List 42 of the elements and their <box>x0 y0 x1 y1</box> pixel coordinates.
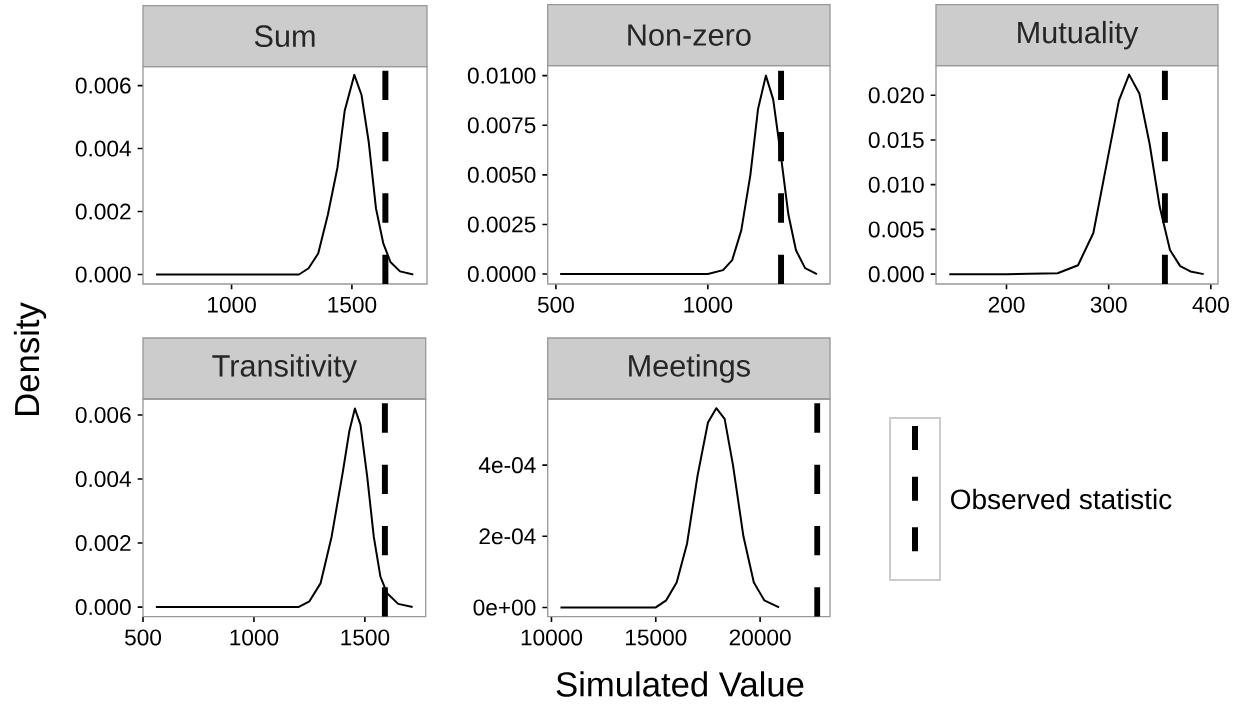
x-tick-label: 1500 <box>328 296 377 313</box>
y-tick-label: 0.000 <box>868 266 924 283</box>
x-tick-label: 10000 <box>521 629 583 646</box>
x-tick-label: 400 <box>1192 296 1229 313</box>
x-tick-label: 500 <box>124 629 162 646</box>
y-tick-label: 0.000 <box>75 599 131 616</box>
x-tick-label: 1000 <box>684 296 733 313</box>
y-tick-label: 0.020 <box>868 87 924 104</box>
x-tick-label: 500 <box>537 296 574 313</box>
chart-title: Mutuality <box>1018 20 1139 50</box>
x-tick-label: 1000 <box>208 296 256 313</box>
x-tick-label: 20000 <box>729 629 791 646</box>
y-tick-label: 0.000 <box>75 266 131 283</box>
y-tick-label: 0.0075 <box>467 117 536 134</box>
chart-title: Meetings <box>629 354 750 383</box>
y-tick-label: 0.0000 <box>467 266 536 283</box>
ref-line-label: Observed statistic <box>951 488 1172 510</box>
y-tick-label: 0.006 <box>75 77 131 94</box>
y-tick-label: 0.010 <box>868 176 924 193</box>
y-tick-label: 0.0050 <box>467 166 536 183</box>
x-tick-label: 200 <box>988 296 1025 313</box>
y-tick-label: 0.0025 <box>467 216 536 233</box>
y-tick-label: 0.004 <box>75 471 131 488</box>
x-tick-label: 1000 <box>230 629 279 646</box>
x-tick-label: 300 <box>1090 296 1127 313</box>
y-tick-label: 0.002 <box>75 535 131 552</box>
x-tick-label: 15000 <box>626 629 687 646</box>
y-tick-label: 4e-04 <box>478 457 536 474</box>
y-tick-label: 0.006 <box>75 406 131 424</box>
y-tick-label: 0.005 <box>868 221 924 238</box>
chart-title: Transitivity <box>212 354 357 383</box>
y-tick-label: 2e-04 <box>479 528 536 545</box>
chart-title: Sum <box>254 25 315 48</box>
y-tick-label: 0.004 <box>75 140 131 157</box>
y-axis-title: Density <box>13 302 47 415</box>
y-tick-label: 0.0100 <box>467 67 536 84</box>
y-tick-label: 0.015 <box>868 131 924 148</box>
x-tick-label: 1500 <box>341 629 390 646</box>
y-tick-label: 0e+00 <box>473 599 536 616</box>
x-axis-title: Simulated Value <box>556 671 804 697</box>
y-tick-label: 0.002 <box>75 203 131 220</box>
chart-title: Non-zero <box>628 24 751 46</box>
